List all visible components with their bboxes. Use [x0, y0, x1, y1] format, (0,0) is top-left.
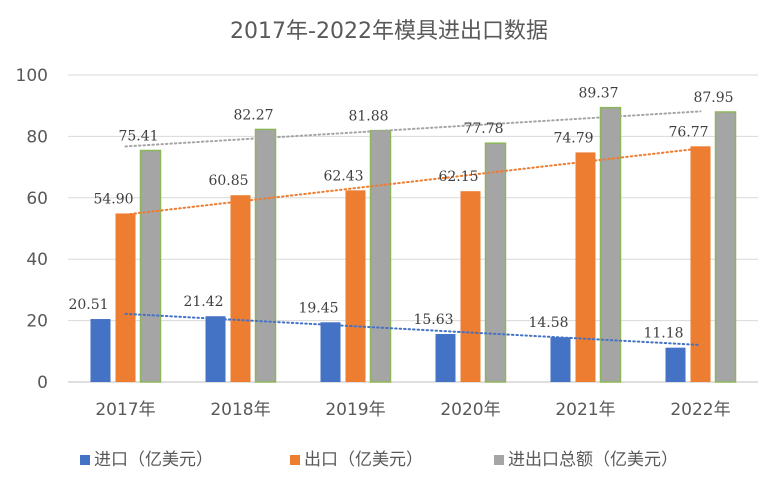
data-labels: 20.51 21.42 19.45 15.63 14.58 11.18 54.90 60.85… [68, 86, 733, 342]
y-tick-label: 40 [26, 250, 48, 270]
trendline [124, 312, 702, 346]
data-label: 76.77 [668, 124, 708, 140]
bar [139, 149, 162, 383]
bar [714, 111, 737, 383]
x-tick-label: 2021年 [555, 400, 615, 420]
chart-title: 2017年-2022年模具进出口数据 [230, 19, 548, 44]
data-label: 81.88 [348, 109, 388, 125]
bar [230, 195, 251, 382]
data-label: 75.41 [118, 128, 158, 144]
data-label: 14.58 [528, 315, 568, 331]
legend-item: 出口（亿美元） [290, 450, 423, 470]
data-label: 21.42 [183, 294, 223, 310]
x-tick-label: 2019年 [325, 400, 385, 420]
trendline [124, 147, 702, 216]
data-label: 20.51 [68, 297, 108, 313]
y-axis: 0 20 40 60 80 100 [16, 66, 48, 393]
y-tick-label: 80 [26, 127, 48, 147]
x-axis: 2017年 2018年 2019年 2020年 2021年 2022年 [95, 400, 730, 420]
data-label: 89.37 [578, 86, 618, 102]
bar [575, 152, 596, 382]
data-label: 87.95 [693, 90, 733, 106]
grid [68, 74, 758, 383]
bar [550, 337, 571, 382]
data-label: 19.45 [298, 300, 338, 316]
x-tick-label: 2018年 [210, 400, 270, 420]
data-label: 11.18 [643, 326, 683, 342]
y-tick-label: 0 [37, 373, 48, 393]
data-label: 82.27 [233, 107, 273, 123]
data-label: 54.90 [93, 191, 133, 207]
bar [435, 334, 456, 382]
bar [320, 322, 341, 382]
data-label: 62.43 [323, 168, 363, 184]
legend: 进口（亿美元） 出口（亿美元） 进出口总额（亿美元） [80, 450, 678, 470]
bar [345, 190, 366, 382]
bar [90, 319, 111, 382]
data-label: 74.79 [553, 130, 593, 146]
bar [484, 142, 507, 383]
legend-item: 进口（亿美元） [80, 450, 213, 470]
legend-label: 出口（亿美元） [304, 450, 423, 470]
data-label: 15.63 [413, 312, 453, 328]
data-label: 62.15 [438, 169, 478, 185]
data-label: 60.85 [208, 173, 248, 189]
trendlines [124, 110, 702, 346]
data-label: 77.78 [463, 121, 503, 137]
y-tick-label: 60 [26, 189, 48, 209]
bar [665, 347, 686, 382]
y-tick-label: 100 [16, 66, 48, 86]
x-tick-label: 2020年 [440, 400, 500, 420]
bar [115, 213, 136, 382]
legend-item: 进出口总额（亿美元） [494, 450, 678, 470]
bar [690, 146, 711, 382]
trendline [124, 110, 702, 148]
bar [205, 316, 226, 382]
x-tick-label: 2022年 [670, 400, 730, 420]
bar [460, 191, 481, 382]
bar [599, 106, 622, 383]
bars [90, 106, 737, 383]
y-tick-label: 20 [26, 312, 48, 332]
legend-label: 进口（亿美元） [94, 450, 213, 470]
legend-swatch [494, 455, 504, 465]
x-tick-label: 2017年 [95, 400, 155, 420]
legend-swatch [290, 455, 300, 465]
bar [254, 128, 277, 383]
legend-label: 进出口总额（亿美元） [508, 450, 678, 470]
bar [369, 129, 392, 383]
legend-swatch [80, 455, 90, 465]
